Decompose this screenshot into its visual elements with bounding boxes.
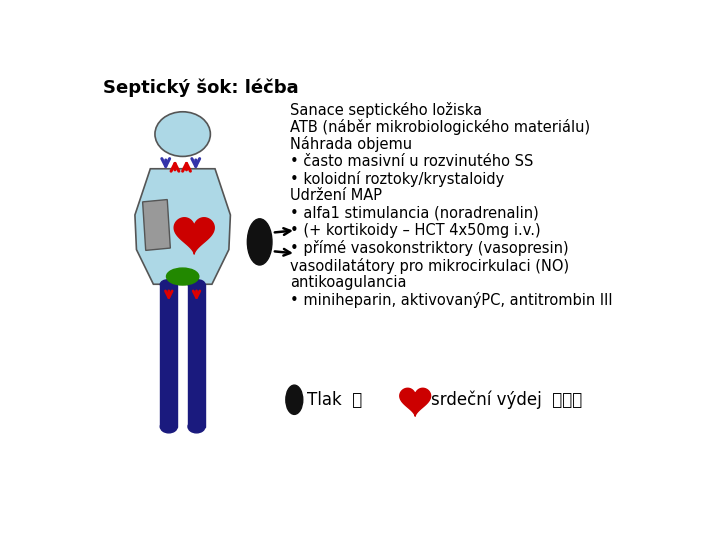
Text: Tlak  ⨉: Tlak ⨉ [307, 391, 363, 409]
Bar [188, 284, 205, 427]
Text: srdeční výdej  ⨈⨈⨈: srdeční výdej ⨈⨈⨈ [431, 390, 582, 409]
Text: Septický šok: léčba: Septický šok: léčba [104, 79, 299, 97]
Text: • (+ kortikoidy – HCT 4x50mg i.v.): • (+ kortikoidy – HCT 4x50mg i.v.) [290, 223, 541, 238]
Ellipse shape [155, 112, 210, 157]
Text: Udržení MAP: Udržení MAP [290, 188, 382, 204]
Polygon shape [135, 168, 230, 284]
Text: • miniheparin, aktivovanýPC, antitrombin III: • miniheparin, aktivovanýPC, antitrombin… [290, 292, 613, 308]
Text: vasodilatátory pro mikrocirkulaci (NO): vasodilatátory pro mikrocirkulaci (NO) [290, 258, 570, 274]
Bar [161, 284, 177, 427]
Ellipse shape [161, 280, 177, 289]
Text: • přímé vasokonstriktory (vasopresin): • přímé vasokonstriktory (vasopresin) [290, 240, 569, 256]
Text: ATB (náběr mikrobiologického materiálu): ATB (náběr mikrobiologického materiálu) [290, 119, 590, 135]
Text: • koloidní roztoky/krystaloidy: • koloidní roztoky/krystaloidy [290, 171, 505, 187]
Ellipse shape [188, 421, 205, 433]
Text: • alfa1 stimulancia (noradrenalin): • alfa1 stimulancia (noradrenalin) [290, 206, 539, 221]
Ellipse shape [188, 280, 205, 289]
Text: Náhrada objemu: Náhrada objemu [290, 137, 413, 152]
Ellipse shape [161, 421, 177, 433]
Text: • často masivní u rozvinutého SS: • často masivní u rozvinutého SS [290, 154, 534, 168]
Ellipse shape [248, 219, 272, 265]
Ellipse shape [286, 385, 303, 414]
Text: antikoagulancia: antikoagulancia [290, 275, 407, 290]
Polygon shape [143, 200, 171, 251]
Polygon shape [400, 388, 431, 416]
Ellipse shape [166, 268, 199, 285]
Polygon shape [174, 218, 215, 254]
Text: Sanace septického ložiska: Sanace septického ložiska [290, 102, 482, 118]
